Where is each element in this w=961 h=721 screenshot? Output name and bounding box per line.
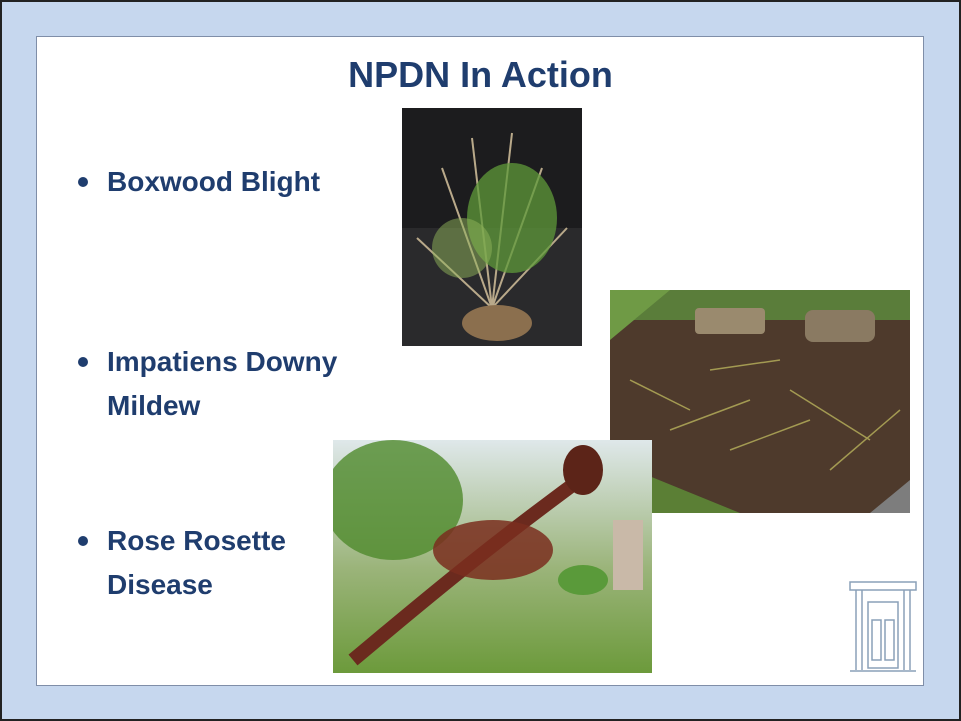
bullet-dot: [78, 536, 88, 546]
rose-photo: [333, 440, 652, 673]
bullet-text: Boxwood Blight: [107, 165, 320, 199]
bullet-text: Mildew: [107, 389, 200, 423]
bullet-text: Disease: [107, 568, 213, 602]
slide-title: NPDN In Action: [0, 54, 961, 96]
bullet-text: Rose Rosette: [107, 524, 286, 558]
bullet-text: Impatiens Downy: [107, 345, 337, 379]
boxwood-photo: [402, 108, 582, 346]
bullet-dot: [78, 177, 88, 187]
logo-building: [848, 580, 918, 674]
bullet-dot: [78, 357, 88, 367]
garden-photo: [610, 290, 910, 513]
